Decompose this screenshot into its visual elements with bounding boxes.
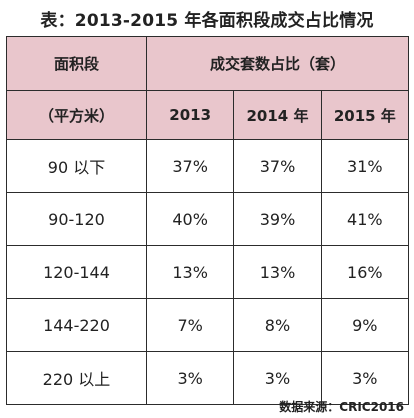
- share-cell: 13%: [145, 245, 235, 299]
- share-cell: 3%: [233, 351, 322, 405]
- share-cell: 3%: [320, 351, 410, 405]
- area-range-cell: 120-144: [6, 245, 147, 299]
- year-header-2013: 2013: [145, 90, 235, 140]
- area-range-cell: 90 以下: [6, 139, 147, 193]
- table-row: 220 以上 3% 3% 3%: [6, 351, 410, 405]
- year-header-2014: 2014 年: [233, 90, 322, 140]
- share-cell: 8%: [233, 298, 322, 352]
- share-cell: 3%: [145, 351, 235, 405]
- share-cell: 31%: [320, 139, 410, 193]
- share-cell: 41%: [320, 192, 410, 246]
- table-row: 120-144 13% 13% 16%: [6, 245, 410, 299]
- area-range-cell: 90-120: [6, 192, 147, 246]
- area-range-cell: 220 以上: [6, 351, 147, 405]
- share-cell: 7%: [145, 298, 235, 352]
- data-source-note: 数据来源：CRIC2016: [279, 400, 404, 414]
- table-title: 表：2013-2015 年各面积段成交占比情况: [40, 11, 374, 31]
- share-cell: 40%: [145, 192, 235, 246]
- share-group-header: 成交套数占比（套）: [146, 36, 409, 91]
- area-share-table: 面积段 成交套数占比（套） （平方米） 2013 2014 年 2015 年 9…: [6, 36, 410, 405]
- table-row: 90 以下 37% 37% 31%: [6, 139, 410, 193]
- share-cell: 13%: [233, 245, 322, 299]
- share-cell: 39%: [233, 192, 322, 246]
- share-cell: 37%: [145, 139, 235, 193]
- area-range-cell: 144-220: [6, 298, 147, 352]
- share-cell: 9%: [320, 298, 410, 352]
- share-cell: 16%: [320, 245, 410, 299]
- area-header-line2: （平方米）: [6, 90, 147, 140]
- area-header-line1: 面积段: [6, 36, 147, 91]
- table-row: 144-220 7% 8% 9%: [6, 298, 410, 352]
- share-cell: 37%: [233, 139, 322, 193]
- table-row: 90-120 40% 39% 41%: [6, 192, 410, 246]
- year-header-2015: 2015 年: [320, 90, 410, 140]
